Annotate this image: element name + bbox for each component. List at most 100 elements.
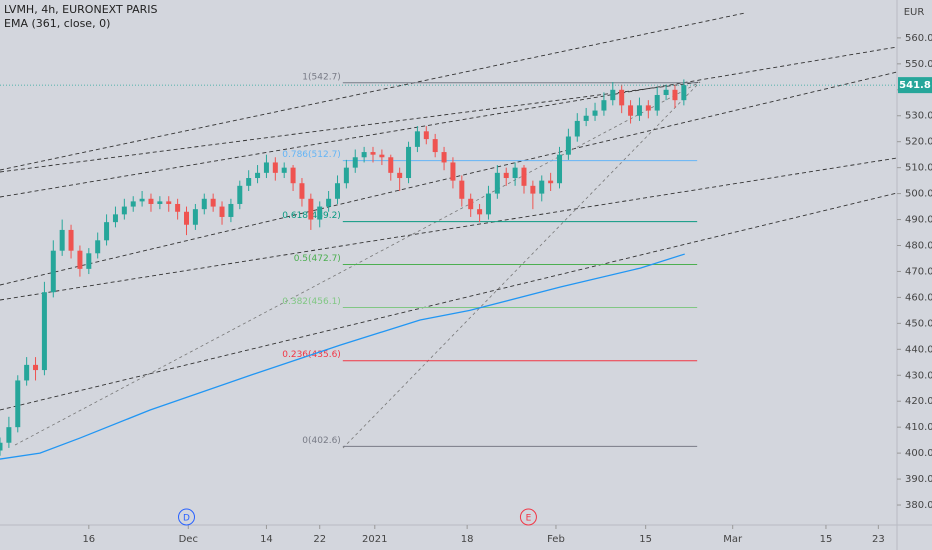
y-tick-label: 510.0: [905, 163, 932, 174]
y-tick-label: 470.0: [905, 266, 932, 277]
y-tick-label: 390.0: [905, 474, 932, 485]
candle-body: [601, 100, 607, 111]
candle-body: [121, 206, 127, 215]
candle-body: [477, 209, 483, 215]
candle-body: [317, 206, 323, 220]
candle-body: [557, 154, 563, 184]
fib-label: 0.5(472.7): [294, 254, 341, 264]
y-tick-label: 440.0: [905, 344, 932, 355]
candle-body: [574, 120, 580, 137]
candle-body: [246, 178, 252, 186]
y-tick-label: 410.0: [905, 422, 932, 433]
event-label: E: [526, 514, 532, 524]
candle-body: [512, 167, 518, 179]
candle-body: [104, 222, 110, 241]
candle-body: [263, 162, 269, 173]
x-tick-label: 14: [260, 534, 273, 545]
y-tick-label: 520.0: [905, 137, 932, 148]
y-tick-label: 480.0: [905, 241, 932, 252]
candle-body: [530, 185, 536, 194]
candle-body: [15, 380, 21, 428]
candle-body: [68, 229, 74, 251]
fib-label: 0.382(456.1): [282, 297, 341, 307]
y-tick-label: 490.0: [905, 215, 932, 226]
candle-body: [636, 105, 642, 116]
candle-body: [166, 201, 172, 204]
fib-trend: [342, 81, 701, 449]
x-tick-label: 18: [461, 534, 474, 545]
trendlines: [0, 12, 898, 449]
x-tick-label: 15: [820, 534, 833, 545]
x-tick-label: 16: [82, 534, 95, 545]
x-tick-label: Mar: [723, 534, 743, 545]
legend-ema: EMA (361, close, 0): [4, 17, 110, 30]
candle-body: [654, 94, 660, 111]
y-tick-label: 460.0: [905, 292, 932, 303]
candle-body: [77, 250, 83, 269]
y-tick-label: 550.0: [905, 59, 932, 70]
last-price-box: [898, 77, 932, 94]
trendline: [0, 81, 701, 173]
candle-body: [334, 183, 340, 199]
trendline: [0, 12, 746, 171]
candle-body: [175, 203, 181, 212]
candle-body: [521, 167, 527, 186]
candle-body: [619, 89, 625, 106]
candle-body: [406, 146, 412, 179]
candle-body: [157, 201, 163, 204]
candle-body: [645, 105, 651, 111]
candle-body: [379, 154, 385, 158]
ema-line: [0, 253, 685, 460]
candle-body: [628, 105, 634, 116]
trendline: [0, 157, 898, 301]
x-tick-label: Feb: [547, 534, 565, 545]
candle-body: [663, 89, 669, 95]
y-tick-label: 380.0: [905, 500, 932, 511]
candle-body: [503, 172, 509, 179]
candle-body: [370, 152, 376, 155]
candle-body: [299, 183, 305, 199]
candle-body: [59, 229, 65, 251]
candle-body: [192, 209, 198, 225]
y-axis-label: EUR: [904, 7, 925, 18]
last-price-label: 541.8: [899, 80, 931, 91]
candle-body: [432, 139, 438, 153]
x-tick-label: 22: [313, 534, 326, 545]
candle-body: [450, 162, 456, 181]
candle-body: [343, 167, 349, 184]
candle-body: [50, 250, 56, 293]
fib-label: 1(542.7): [302, 72, 341, 82]
chart-title: LVMH, 4h, EURONEXT PARIS: [4, 3, 158, 16]
y-tick-label: 500.0: [905, 189, 932, 200]
candle-body: [210, 198, 216, 207]
y-tick-label: 430.0: [905, 370, 932, 381]
candle-body: [681, 85, 687, 101]
candle-body: [41, 292, 47, 371]
candle-body: [308, 198, 314, 220]
candle-body: [290, 167, 296, 184]
candle-body: [272, 162, 278, 173]
candle-body: [592, 110, 598, 116]
candle-body: [539, 180, 545, 194]
candle-body: [281, 167, 287, 173]
candle-body: [326, 198, 332, 207]
candle-body: [139, 198, 145, 202]
candle-body: [583, 115, 589, 121]
y-tick-label: 530.0: [905, 111, 932, 122]
candle-body: [228, 203, 234, 217]
candle-body: [24, 364, 30, 381]
x-tick-label: Dec: [179, 534, 198, 545]
candle-body: [388, 157, 394, 173]
y-tick-label: 560.0: [905, 33, 932, 44]
candle-body: [361, 152, 367, 158]
candle-body: [468, 198, 474, 210]
candle-body: [112, 214, 118, 223]
x-tick-label: 23: [872, 534, 885, 545]
event-marker: [519, 508, 537, 526]
candle-body: [441, 152, 447, 163]
candle-body: [33, 364, 39, 371]
trendline: [0, 46, 898, 198]
fib-label: 0(402.6): [302, 436, 341, 446]
x-tick-label: 2021: [362, 534, 387, 545]
